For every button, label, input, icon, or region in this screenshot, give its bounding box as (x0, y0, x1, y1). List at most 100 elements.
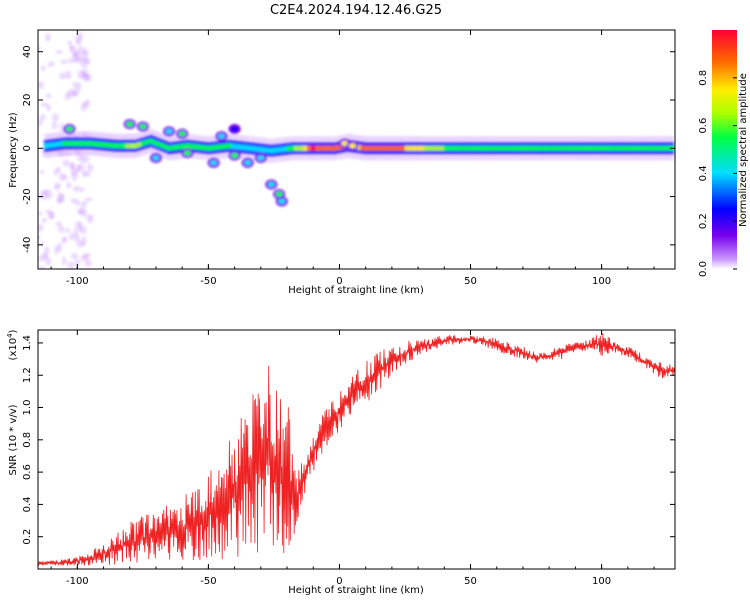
heatmap-scatter-cell (62, 174, 69, 181)
heatmap-blob-core (183, 150, 191, 156)
heatmap-core-cell (206, 145, 212, 151)
heatmap-scatter-cell (40, 65, 46, 72)
heatmap-core-cell (298, 145, 304, 151)
heatmap-core-cell (595, 145, 601, 151)
heatmap-core-cell (427, 145, 433, 151)
heatmap-scatter-cell (58, 225, 65, 233)
heatmap-core-cell (99, 142, 105, 147)
heatmap-core-cell (360, 145, 366, 151)
heatmap-scatter-cell (55, 183, 62, 189)
heatmap-core-cell (290, 145, 296, 151)
svg-text:(x104): (x104) (6, 329, 19, 360)
heatmap-core-cell (397, 145, 403, 151)
heatmap-scatter-cell (81, 170, 87, 178)
heatmap-core-cell (435, 145, 441, 151)
colorbar: 0.0 0.2 0.4 0.6 0.8 Normalized spectral ampl… (698, 30, 749, 277)
heatmap-scatter-cell (65, 70, 72, 80)
heatmap-core-cell (118, 143, 124, 149)
heatmap-core-cell (132, 143, 138, 149)
heatmap-core-cell (374, 145, 380, 151)
heatmap-core-cell (401, 145, 407, 151)
heatmap-core-cell (607, 145, 613, 151)
heatmap-core-cell (661, 145, 667, 151)
heatmap-scatter-cell (84, 259, 92, 267)
heatmap-core-cell (281, 146, 287, 152)
heatmap-scatter-cell (61, 256, 67, 266)
heatmap-core-cell (107, 142, 113, 148)
heatmap-core-cell (170, 145, 176, 151)
heatmap-core-cell (423, 145, 429, 151)
heatmap-core-cell (650, 145, 656, 151)
heatmap-core-cell (371, 145, 377, 151)
spectrum-y-ticks: -40 -20 0 20 40 (22, 45, 675, 253)
heatmap-scatter-cell (71, 171, 78, 182)
x-tick-label: -100 (66, 276, 89, 287)
heatmap-core-cell (356, 144, 362, 150)
heatmap-core-cell (587, 145, 593, 151)
heatmap-scatter-cell (59, 122, 65, 133)
heatmap-core-cell (619, 145, 625, 151)
spectrum-y-label: Frequency (Hz) (8, 112, 19, 188)
heatmap-blob-core (152, 155, 160, 161)
heatmap-blob-core (178, 131, 186, 137)
snr-scale-exponent: 4 (6, 333, 14, 338)
heatmap-scatter-cell (68, 162, 75, 170)
heatmap-core-cell (378, 145, 384, 151)
heatmap-core-cell (92, 141, 98, 147)
colorbar-tick-label: 0.6 (698, 118, 709, 134)
heatmap-scatter-cell (69, 43, 74, 54)
heatmap-scatter-cell (54, 245, 60, 255)
heatmap-scatter-cell (75, 220, 83, 229)
heatmap-scatter-cell (38, 118, 43, 127)
heatmap-core-cell (156, 141, 162, 147)
heatmap-scatter-cell (40, 241, 45, 246)
y-tick-label: 20 (22, 94, 33, 107)
heatmap-scatter-cell (38, 46, 41, 52)
heatmap-blob-core (126, 121, 134, 127)
heatmap-core-cell (543, 145, 549, 151)
heatmap-core-cell (294, 145, 300, 151)
heatmap-scatter-cell (38, 235, 41, 240)
heatmap-core-cell (210, 145, 216, 151)
heatmap-scatter-cell (38, 223, 44, 232)
heatmap-core-cell (591, 145, 597, 151)
heatmap-core-cell (227, 143, 233, 149)
x-tick-label: 100 (592, 576, 611, 587)
colorbar-label: Normalized spectral amplitude (738, 73, 749, 227)
heatmap-core-cell (657, 145, 663, 151)
heatmap-core-cell (69, 141, 75, 146)
heatmap-core-cell (311, 145, 317, 151)
heatmap-scatter-cell (59, 192, 65, 203)
heatmap-core-cell (498, 145, 504, 151)
heatmap-scatter-cell (72, 49, 80, 55)
heatmap-core-cell (531, 145, 537, 151)
heatmap-core-cell (634, 145, 640, 151)
heatmap-scatter-cell (80, 70, 86, 79)
heatmap-core-cell (527, 145, 533, 151)
heatmap-core-cell (148, 138, 154, 144)
colorbar-tick-label: 0.0 (698, 261, 709, 277)
heatmap-core-cell (58, 141, 64, 147)
heatmap-scatter-cell (73, 185, 80, 193)
heatmap-core-cell (88, 141, 94, 146)
heatmap-blob-core (231, 126, 239, 132)
heatmap-core-cell (43, 143, 49, 149)
spectrum-x-label: Height of straight line (km) (288, 285, 424, 296)
heatmap-core-cell (518, 145, 524, 151)
heatmap-core-cell (611, 145, 617, 151)
x-tick-label: -100 (66, 576, 89, 587)
heatmap-core-cell (599, 145, 605, 151)
colorbar-tick-label: 0.2 (698, 213, 709, 229)
heatmap-core-cell (174, 144, 180, 150)
heatmap-scatter-cell (39, 190, 48, 201)
heatmap-core-cell (420, 145, 426, 151)
heatmap-scatter-cell (38, 211, 43, 216)
heatmap-scatter-cell (85, 99, 91, 105)
heatmap-blob-core (341, 140, 349, 146)
snr-scale-prefix: (x10 (8, 338, 19, 361)
heatmap-scatter-cell (38, 80, 45, 90)
heatmap-scatter-cell (86, 216, 94, 224)
heatmap-core-cell (256, 146, 262, 152)
heatmap-scatter-cell (39, 169, 45, 175)
